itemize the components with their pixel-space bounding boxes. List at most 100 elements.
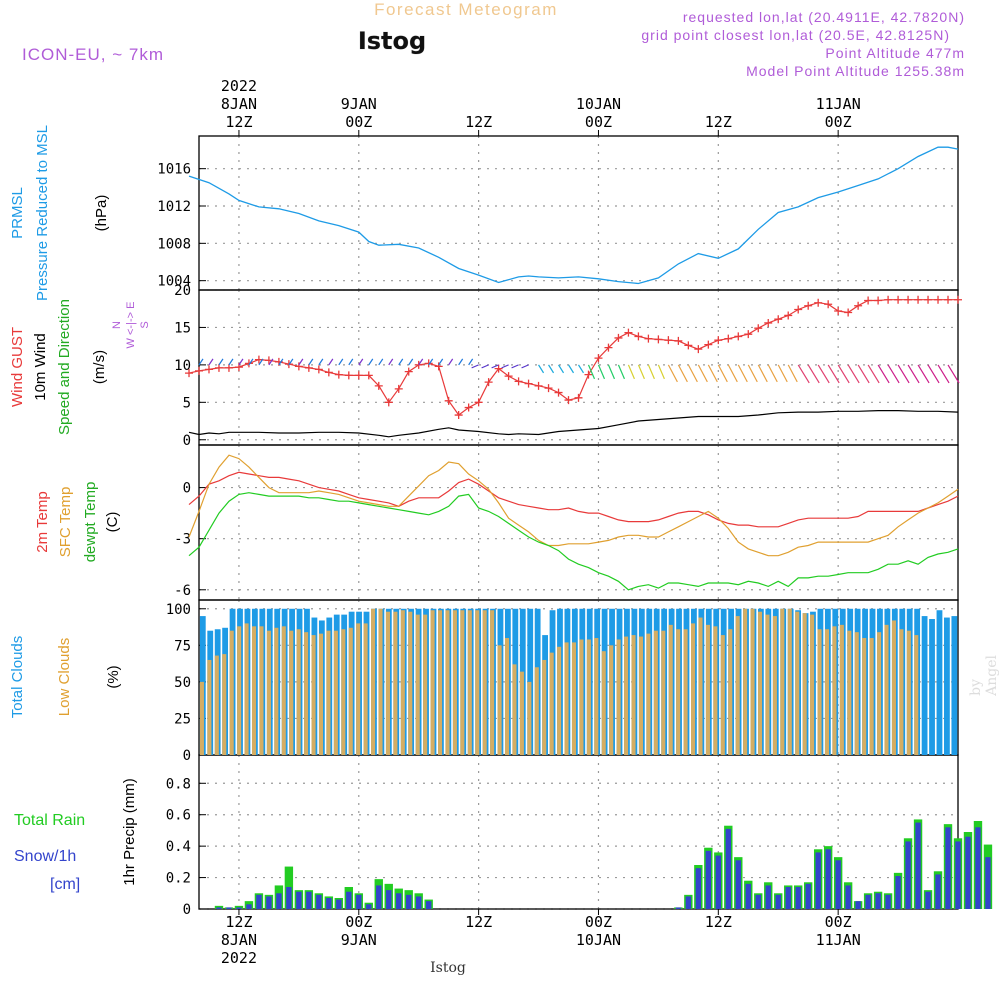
- snow-bar: [306, 891, 312, 909]
- low-cloud-bar: [586, 639, 591, 755]
- top-time-label: 12Z: [225, 113, 252, 131]
- gust-marker: [324, 368, 333, 377]
- wind-direction-arrow: [338, 358, 344, 366]
- low-cloud-bar: [512, 664, 517, 755]
- gust-marker: [944, 295, 953, 304]
- snow-bar: [795, 887, 801, 909]
- gust-marker: [294, 362, 303, 371]
- low-cloud-bar: [877, 632, 882, 755]
- gust-marker: [824, 300, 833, 309]
- low-cloud-bar: [787, 608, 792, 755]
- gust-marker: [954, 295, 962, 304]
- snow-bar: [865, 894, 871, 909]
- low-cloud-bar: [869, 638, 874, 755]
- low-cloud-bar: [638, 636, 643, 755]
- wind-direction-arrow: [697, 364, 708, 383]
- top-time-label: 9JAN: [341, 95, 377, 113]
- low-cloud-bar: [653, 630, 658, 755]
- low-cloud-bar: [847, 630, 852, 755]
- gust-marker: [894, 295, 903, 304]
- low-cloud-bar: [802, 613, 807, 755]
- low-cloud-bar: [631, 635, 636, 755]
- snow-bar: [426, 901, 432, 909]
- low-cloud-bar: [735, 616, 740, 755]
- requested-coords: requested lon,lat (20.4911E, 42.7820N): [683, 9, 965, 25]
- gust-marker: [564, 396, 573, 405]
- gust-marker: [774, 315, 783, 324]
- total-cloud-bar: [929, 619, 935, 755]
- gust-marker: [884, 295, 893, 304]
- gust-marker: [534, 381, 543, 390]
- low-cloud-bar: [408, 611, 413, 755]
- y-tick-label: 20: [174, 283, 191, 299]
- low-cloud-bar: [229, 630, 234, 755]
- total-clouds-label: Total Clouds: [9, 636, 26, 719]
- pressure-label-long: Pressure Reduced to MSL: [34, 125, 51, 301]
- low-cloud-bar: [341, 629, 346, 755]
- low-clouds-label: Low Clouds: [56, 638, 73, 716]
- snow-bar: [735, 860, 741, 909]
- wind-direction-arrow: [767, 364, 778, 383]
- snow-bar: [825, 849, 831, 909]
- gust-marker: [904, 295, 913, 304]
- low-cloud-bar: [281, 626, 286, 755]
- gust-marker: [644, 334, 653, 343]
- wind-direction-arrow: [757, 364, 768, 383]
- snow-bar: [905, 841, 911, 909]
- bottom-time-label: 00Z: [585, 913, 612, 931]
- snow-bar: [336, 899, 342, 909]
- wind-direction-arrow: [428, 358, 434, 366]
- low-cloud-bar: [237, 626, 242, 755]
- gust-marker: [724, 334, 733, 343]
- wind-direction-arrow: [737, 364, 748, 383]
- wind-direction-arrow: [348, 358, 354, 366]
- low-cloud-bar: [504, 638, 510, 755]
- gust-line: [188, 299, 958, 416]
- wind-direction-arrow: [667, 364, 678, 383]
- top-time-label: 12Z: [705, 113, 732, 131]
- snow-bar: [226, 907, 232, 909]
- snow-bar: [975, 827, 981, 909]
- total-cloud-bar: [951, 616, 958, 755]
- low-cloud-bar: [579, 639, 584, 755]
- low-cloud-bar: [467, 610, 472, 755]
- gust-marker: [254, 355, 263, 364]
- y-tick-label: 0.8: [166, 776, 191, 792]
- gust-marker: [684, 341, 693, 350]
- snow-bar: [216, 907, 222, 909]
- wind-direction-arrow: [837, 364, 850, 384]
- low-cloud-bar: [795, 611, 800, 755]
- low-cloud-bar: [906, 630, 911, 755]
- snow-bar: [695, 868, 702, 909]
- low-cloud-bar: [624, 636, 629, 755]
- gust-marker: [814, 298, 823, 307]
- wind-direction-arrow: [398, 358, 404, 366]
- wind-direction-arrow: [657, 364, 665, 380]
- gust-marker: [204, 365, 213, 374]
- low-cloud-bar: [891, 620, 896, 755]
- low-cloud-bar: [400, 610, 405, 755]
- wind-direction-arrow: [198, 358, 204, 366]
- y-tick-label: 0: [183, 481, 191, 497]
- low-cloud-bar: [415, 614, 420, 755]
- wind-direction-arrow: [867, 364, 880, 384]
- low-cloud-bar: [497, 645, 502, 755]
- gust-marker: [654, 335, 663, 344]
- top-time-label: 12Z: [465, 113, 492, 131]
- low-cloud-bar: [527, 681, 532, 755]
- snow-bar: [895, 876, 901, 909]
- gust-marker: [244, 359, 253, 368]
- y-tick-label: 100: [166, 602, 191, 618]
- wind-direction-arrow: [238, 358, 244, 366]
- wind-direction-arrow: [627, 364, 635, 380]
- snow-bar: [715, 855, 722, 909]
- gust-marker: [524, 379, 533, 388]
- gust-marker: [195, 366, 203, 375]
- wind-direction-arrow: [857, 364, 870, 384]
- snow-bar: [276, 893, 282, 909]
- bottom-time-label: 00Z: [345, 913, 372, 931]
- snow-bar: [236, 907, 242, 909]
- wind-direction-arrow: [927, 364, 940, 384]
- snow-bar: [346, 891, 352, 909]
- low-cloud-bar: [713, 626, 718, 755]
